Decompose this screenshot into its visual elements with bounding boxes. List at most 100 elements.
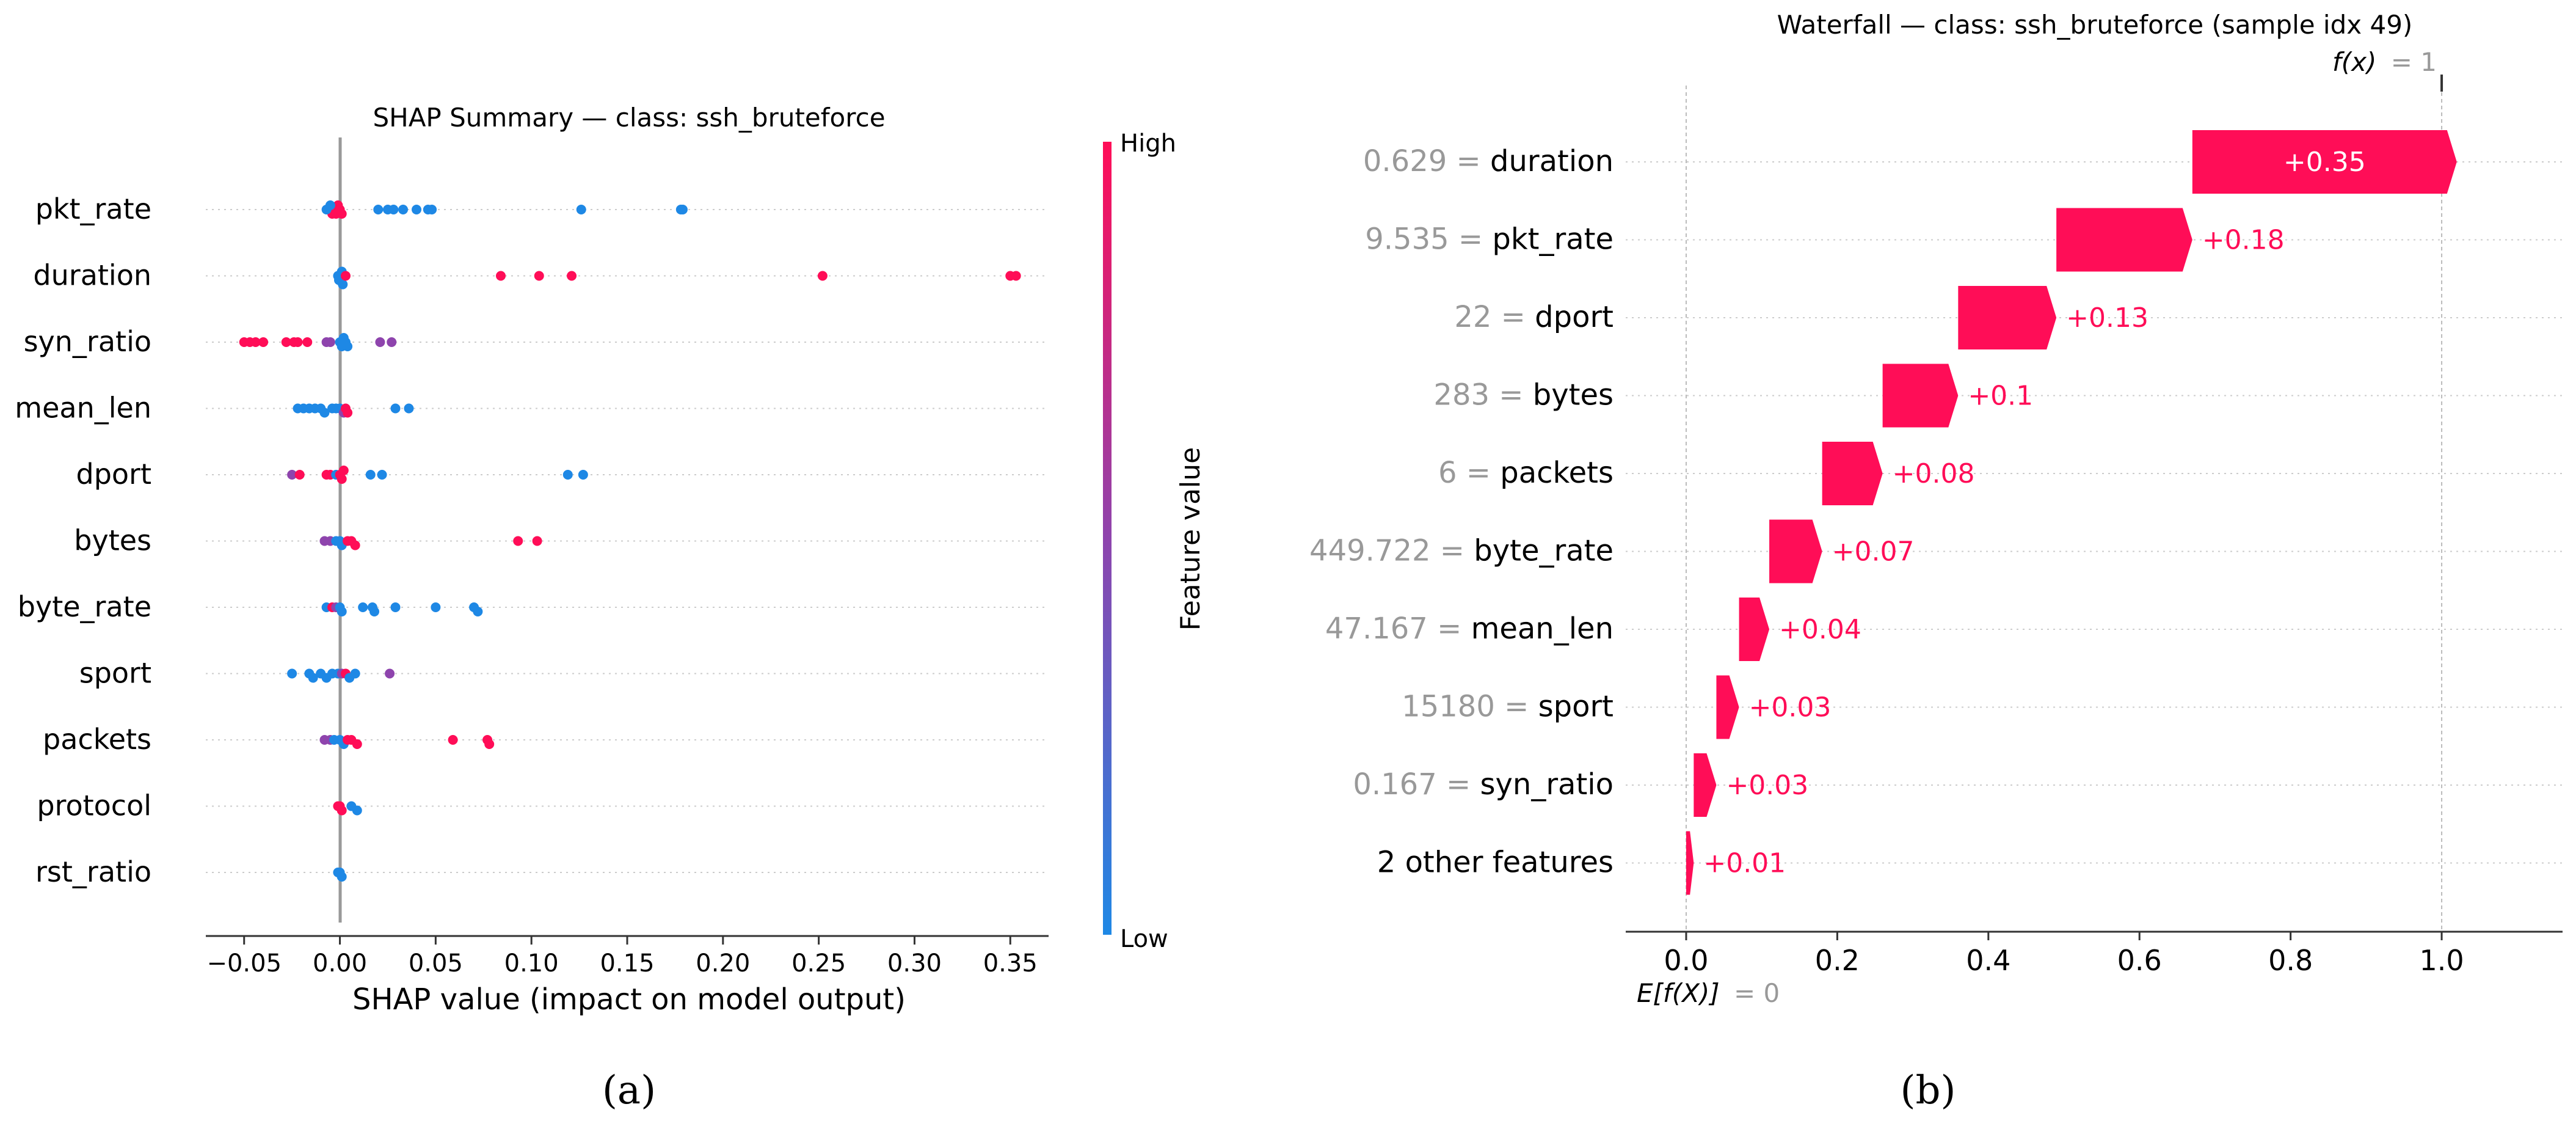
waterfall-feature-value: 0.629 =: [1363, 144, 1490, 178]
waterfall-feature-value: 449.722 =: [1309, 534, 1474, 568]
summary-point: [302, 337, 313, 347]
summary-x-tick-label: 0.10: [504, 949, 559, 978]
waterfall-feature-label: 6 = packets: [1438, 456, 1614, 490]
waterfall-bar: [1882, 364, 1959, 428]
waterfall-bar: [1739, 598, 1770, 661]
waterfall-fx-value: = 1: [2391, 47, 2437, 77]
summary-point: [287, 470, 297, 480]
summary-point: [352, 805, 362, 816]
summary-point: [321, 205, 332, 214]
summary-point: [562, 470, 573, 480]
summary-point: [513, 536, 523, 546]
summary-feature-label: pkt_rate: [35, 192, 151, 225]
summary-point: [250, 337, 261, 347]
colorbar-low-label: Low: [1120, 925, 1168, 953]
waterfall-bar: [1769, 519, 1822, 583]
summary-point: [350, 668, 360, 679]
summary-feature-label: packets: [43, 723, 151, 756]
summary-feature-label: bytes: [74, 524, 151, 557]
waterfall-feature-value: 47.167 =: [1325, 612, 1471, 646]
summary-point: [350, 540, 360, 550]
summary-x-tick-label: 0.15: [600, 949, 654, 978]
waterfall-feature-name: sport: [1538, 690, 1614, 724]
waterfall-bar-label: +0.04: [1779, 614, 1861, 645]
waterfall-feature-label: 22 = dport: [1454, 300, 1614, 334]
summary-point: [578, 470, 588, 480]
summary-point: [293, 337, 303, 347]
summary-point: [375, 337, 385, 347]
waterfall-bar: [2192, 130, 2457, 194]
summary-point: [337, 209, 347, 219]
waterfall-panel: Waterfall — class: ssh_bruteforce (sampl…: [1309, 10, 2563, 1113]
summary-point: [448, 735, 458, 745]
summary-point: [287, 668, 297, 679]
waterfall-bar-label: +0.08: [1893, 458, 1975, 489]
waterfall-bar-label: +0.13: [2066, 302, 2148, 334]
summary-point: [369, 607, 379, 616]
waterfall-feature-label: 449.722 = byte_rate: [1309, 534, 1614, 568]
summary-point: [387, 337, 397, 347]
shap-summary-panel: SHAP Summary — class: ssh_bruteforce pkt…: [15, 103, 1206, 1113]
waterfall-expected-label: E[f(X)] = 0: [1637, 978, 1780, 1008]
summary-point: [404, 403, 414, 414]
summary-point: [319, 408, 330, 418]
waterfall-bar: [1694, 753, 1717, 817]
summary-point: [377, 470, 387, 480]
waterfall-feature-name: pkt_rate: [1492, 222, 1614, 257]
summary-point: [337, 805, 347, 816]
summary-point: [340, 271, 351, 281]
summary-point: [431, 602, 441, 612]
summary-point: [473, 607, 483, 616]
summary-x-ticks: −0.05 0.00 0.05 0.10 0.15 0.20 0.25 0.30 0.35: [206, 936, 1038, 978]
waterfall-expected-value: = 0: [1734, 978, 1780, 1008]
waterfall-x-tick-label: 0.0: [1664, 944, 1708, 977]
panel-b-label: (b): [1901, 1068, 1956, 1113]
waterfall-feature-name: bytes: [1533, 378, 1614, 412]
waterfall-bar: [2056, 208, 2192, 272]
summary-point: [338, 279, 348, 290]
summary-point: [677, 205, 688, 214]
summary-point: [576, 205, 586, 214]
waterfall-bar: [1686, 831, 1694, 895]
summary-point: [308, 673, 318, 683]
waterfall-feature-labels: 0.629 = duration 9.535 = pkt_rate 22 = dpo…: [1309, 144, 1614, 880]
summary-title: SHAP Summary — class: ssh_bruteforce: [373, 103, 885, 133]
summary-point: [534, 271, 544, 281]
waterfall-feature-value: 283 =: [1433, 378, 1532, 412]
waterfall-feature-name: dport: [1535, 300, 1614, 334]
summary-point: [390, 403, 401, 414]
waterfall-feature-value: 6 =: [1438, 456, 1500, 490]
waterfall-feature-value: 15180 =: [1402, 690, 1538, 724]
waterfall-feature-label: 15180 = sport: [1402, 690, 1614, 724]
summary-point: [427, 205, 437, 214]
waterfall-fx-symbol: f(x): [2332, 47, 2376, 77]
panel-a-label: (a): [602, 1068, 656, 1113]
waterfall-bar-label: +0.07: [1832, 536, 1915, 568]
waterfall-feature-name: packets: [1500, 456, 1614, 490]
waterfall-fx-label: f(x) = 1: [2332, 47, 2437, 77]
waterfall-bar-label: +0.18: [2202, 225, 2285, 256]
waterfall-feature-name: mean_len: [1471, 612, 1614, 646]
summary-point: [337, 872, 347, 882]
waterfall-x-ticks: 0.0 0.2 0.4 0.6 0.8 1.0: [1664, 932, 2464, 977]
summary-point: [343, 342, 353, 351]
summary-x-axis-title: SHAP value (impact on model output): [352, 982, 906, 1017]
waterfall-title: Waterfall — class: ssh_bruteforce (sampl…: [1777, 10, 2413, 40]
waterfall-feature-value: 9.535 =: [1365, 222, 1492, 257]
summary-x-tick-label: 0.05: [409, 949, 463, 978]
summary-point: [281, 337, 291, 347]
summary-point: [343, 408, 353, 418]
colorbar: [1103, 142, 1112, 935]
summary-point: [337, 607, 347, 616]
waterfall-bar: [1822, 442, 1883, 505]
waterfall-x-tick-label: 0.4: [1966, 944, 2010, 977]
waterfall-feature-label: 9.535 = pkt_rate: [1365, 222, 1614, 257]
summary-x-tick-label: 0.30: [887, 949, 942, 978]
waterfall-expected-symbol: E[f(X)]: [1637, 978, 1720, 1008]
waterfall-feature-name: duration: [1490, 144, 1614, 178]
summary-feature-label: dport: [76, 458, 152, 491]
summary-feature-label: sport: [79, 657, 151, 690]
summary-x-tick-label: 0.35: [983, 949, 1038, 978]
waterfall-feature-label: 0.167 = syn_ratio: [1353, 767, 1614, 802]
